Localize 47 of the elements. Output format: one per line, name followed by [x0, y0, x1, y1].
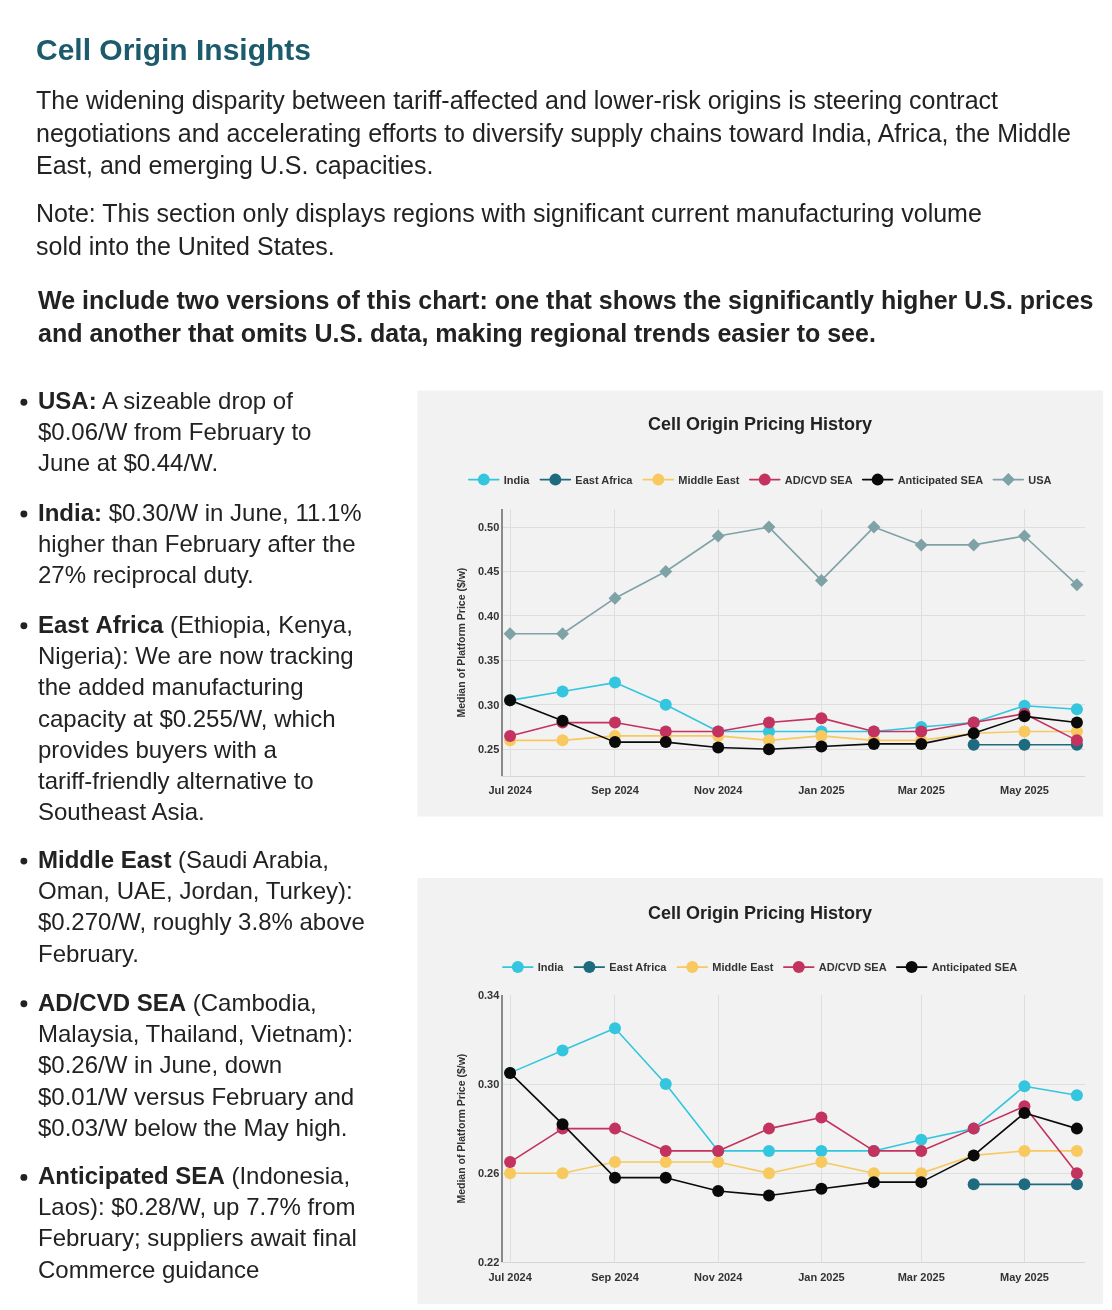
legend-label: East Africa — [575, 473, 634, 486]
x-tick-label: Jul 2024 — [488, 784, 533, 797]
text: We include two versions of this chart: one that shows the significantly higher U.S. prices and another that omits U.S. data, making regional trends easier to see. — [38, 286, 1094, 347]
legend-label: AD/CVD SEA — [784, 473, 853, 486]
x-tick-label: Jul 2024 — [488, 1270, 533, 1283]
y-tick-label: 0.35 — [477, 654, 500, 667]
text: Note: This section only displays regions with significant current manufacturing volume sold into the United States. — [36, 199, 982, 260]
chart-title: Cell Origin Pricing History — [648, 414, 873, 434]
y-tick-label: 0.30 — [477, 698, 500, 711]
x-tick-label: Nov 2024 — [694, 1270, 744, 1283]
y-tick-label: 0.45 — [477, 565, 500, 578]
x-tick-label: May 2025 — [999, 1270, 1049, 1283]
legend-label: Anticipated SEA — [897, 473, 984, 486]
text: USA: — [38, 387, 97, 414]
y-tick-label: 0.50 — [477, 520, 500, 533]
legend-label: USA — [1028, 473, 1052, 486]
y-tick-label: 0.22 — [477, 1256, 500, 1269]
x-tick-label: Nov 2024 — [694, 784, 744, 797]
legend-label: Middle East — [712, 961, 774, 974]
x-tick-label: Mar 2025 — [897, 1270, 945, 1283]
legend-label: Middle East — [678, 473, 740, 486]
text: Cell Origin Insights — [36, 33, 312, 66]
text: India: — [38, 499, 102, 526]
x-tick-label: Jan 2025 — [798, 784, 845, 797]
y-tick-label: 0.26 — [477, 1167, 500, 1180]
chart-title: Cell Origin Pricing History — [648, 903, 873, 923]
text: Anticipated SEA — [38, 1162, 225, 1189]
y-axis-title: Median of Platform Price ($/w) — [455, 567, 468, 718]
legend-label: AD/CVD SEA — [818, 961, 887, 974]
y-tick-label: 0.30 — [477, 1077, 500, 1090]
legend-label: East Africa — [609, 961, 668, 974]
y-tick-label: 0.25 — [477, 743, 500, 756]
x-tick-label: Sep 2024 — [591, 1270, 640, 1283]
y-tick-label: 0.40 — [477, 609, 500, 622]
text: The widening disparity between tariff-affected and lower-risk origins is steering contract negotiations and accelerating efforts to diversify supply chains toward India, Africa, the Middle East, and emerging U.S. capacities. — [36, 86, 1071, 179]
x-tick-label: Mar 2025 — [897, 784, 945, 797]
legend-label: India — [503, 473, 531, 486]
x-tick-label: May 2025 — [999, 784, 1049, 797]
legend-label: Anticipated SEA — [931, 961, 1018, 974]
y-axis-title: Median of Platform Price ($/w) — [455, 1053, 468, 1204]
y-tick-label: 0.34 — [477, 988, 501, 1001]
x-tick-label: Jan 2025 — [798, 1270, 845, 1283]
text: Middle East — [38, 846, 172, 873]
legend-label: India — [537, 961, 565, 974]
text: East Africa — [38, 611, 165, 638]
text: AD/CVD SEA — [38, 989, 187, 1016]
x-tick-label: Sep 2024 — [591, 784, 640, 797]
